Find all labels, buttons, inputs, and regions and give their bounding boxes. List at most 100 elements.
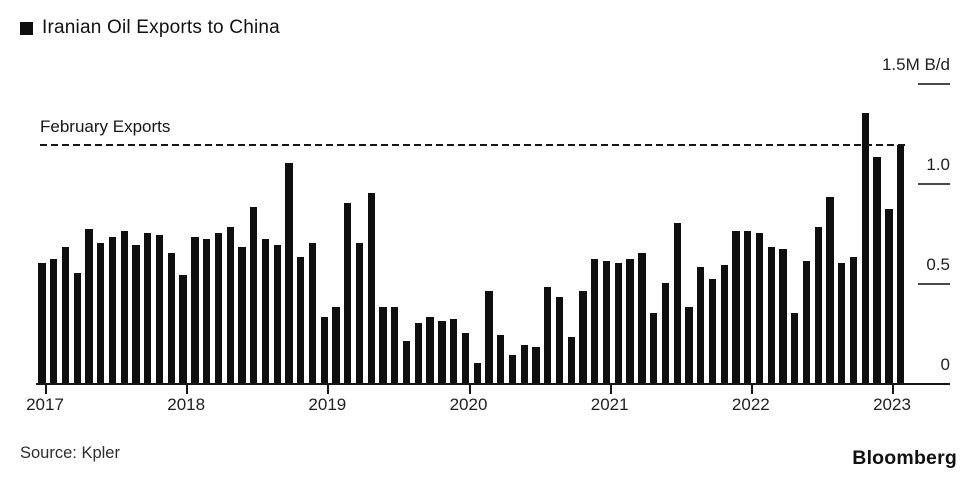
bar [214, 233, 223, 383]
x-axis-tick [45, 385, 47, 394]
bar [708, 279, 717, 383]
bar [567, 337, 575, 383]
bar [732, 231, 740, 383]
y-axis-tick [918, 83, 950, 85]
y-axis-label: 1.5M B/d [881, 55, 950, 74]
bar [450, 319, 458, 383]
bar [320, 317, 328, 383]
bar [226, 227, 234, 383]
y-axis-tick [918, 283, 950, 285]
bar [544, 287, 552, 383]
bar [473, 363, 481, 383]
x-axis-label: 2021 [590, 395, 629, 414]
annotation-label: February Exports [40, 117, 171, 136]
x-axis-label: 2018 [167, 395, 206, 414]
bar [367, 193, 375, 383]
bar [614, 263, 622, 383]
bar [791, 313, 799, 383]
annotation-dashed-line [40, 144, 905, 146]
bar [379, 307, 387, 383]
bar [532, 347, 540, 383]
bar [555, 297, 564, 383]
bar [120, 231, 128, 383]
x-axis-tick [609, 385, 612, 394]
x-axis-label: 2022 [731, 395, 770, 414]
x-axis-label: 2020 [449, 395, 488, 414]
bar [497, 335, 505, 383]
bar [191, 237, 199, 383]
bar [826, 197, 834, 383]
bar [355, 243, 364, 383]
bar [250, 207, 258, 383]
bar [720, 265, 728, 383]
bar [861, 113, 869, 383]
bar [261, 239, 270, 383]
bar [402, 341, 411, 383]
bar [685, 307, 693, 383]
bar [202, 239, 211, 383]
bar [602, 261, 611, 383]
bar [744, 231, 752, 383]
x-axis-label: 2019 [308, 395, 347, 414]
bar [814, 227, 822, 383]
bar [273, 245, 281, 383]
bar [802, 261, 811, 383]
x-axis-tick [186, 385, 189, 394]
bar [697, 267, 705, 383]
y-axis-label: 0 [940, 355, 950, 374]
bar [485, 291, 493, 383]
y-axis-label: 0.5 [926, 255, 950, 274]
bar [520, 345, 528, 383]
x-axis-tick [327, 385, 330, 394]
x-axis-label: 2017 [26, 395, 64, 414]
bar [779, 249, 787, 383]
bar [179, 275, 187, 383]
bar [896, 145, 905, 383]
bloomberg-logo: Bloomberg [852, 447, 957, 469]
y-axis-tick [918, 183, 950, 185]
legend: Iranian Oil Exports to China [20, 17, 280, 39]
bar [849, 257, 858, 383]
bar [508, 355, 517, 383]
x-axis-tick [892, 385, 895, 394]
bar [438, 321, 446, 383]
bar [297, 257, 305, 383]
bar [426, 317, 434, 383]
x-axis-tick [750, 385, 753, 394]
bar [638, 253, 646, 383]
bar [144, 233, 152, 383]
bar [873, 157, 881, 383]
bar [414, 323, 422, 383]
bar [85, 229, 93, 383]
bar [885, 209, 893, 383]
bar [61, 247, 70, 383]
bar [661, 283, 670, 383]
bar [308, 243, 317, 383]
bar [285, 163, 293, 383]
bar [461, 333, 470, 383]
bar [755, 233, 764, 383]
source-label: Source: Kpler [20, 444, 120, 462]
bar [73, 273, 81, 383]
y-axis-label: 1.0 [926, 155, 950, 174]
bar [838, 263, 846, 383]
bar [591, 259, 599, 383]
bar [579, 291, 587, 383]
bar [767, 247, 775, 383]
bar [673, 223, 681, 383]
bar [391, 307, 399, 383]
bar [50, 259, 58, 383]
bar [38, 263, 46, 383]
x-axis-tick [468, 385, 471, 394]
bar [132, 245, 140, 383]
bar [344, 203, 352, 383]
bar [167, 253, 175, 383]
bar [108, 237, 117, 383]
bar [155, 235, 164, 383]
bar [332, 307, 340, 383]
x-axis-line [36, 383, 950, 385]
legend-swatch-icon [20, 21, 33, 35]
chart-title: Iranian Oil Exports to China [42, 17, 280, 38]
bar [626, 259, 634, 383]
